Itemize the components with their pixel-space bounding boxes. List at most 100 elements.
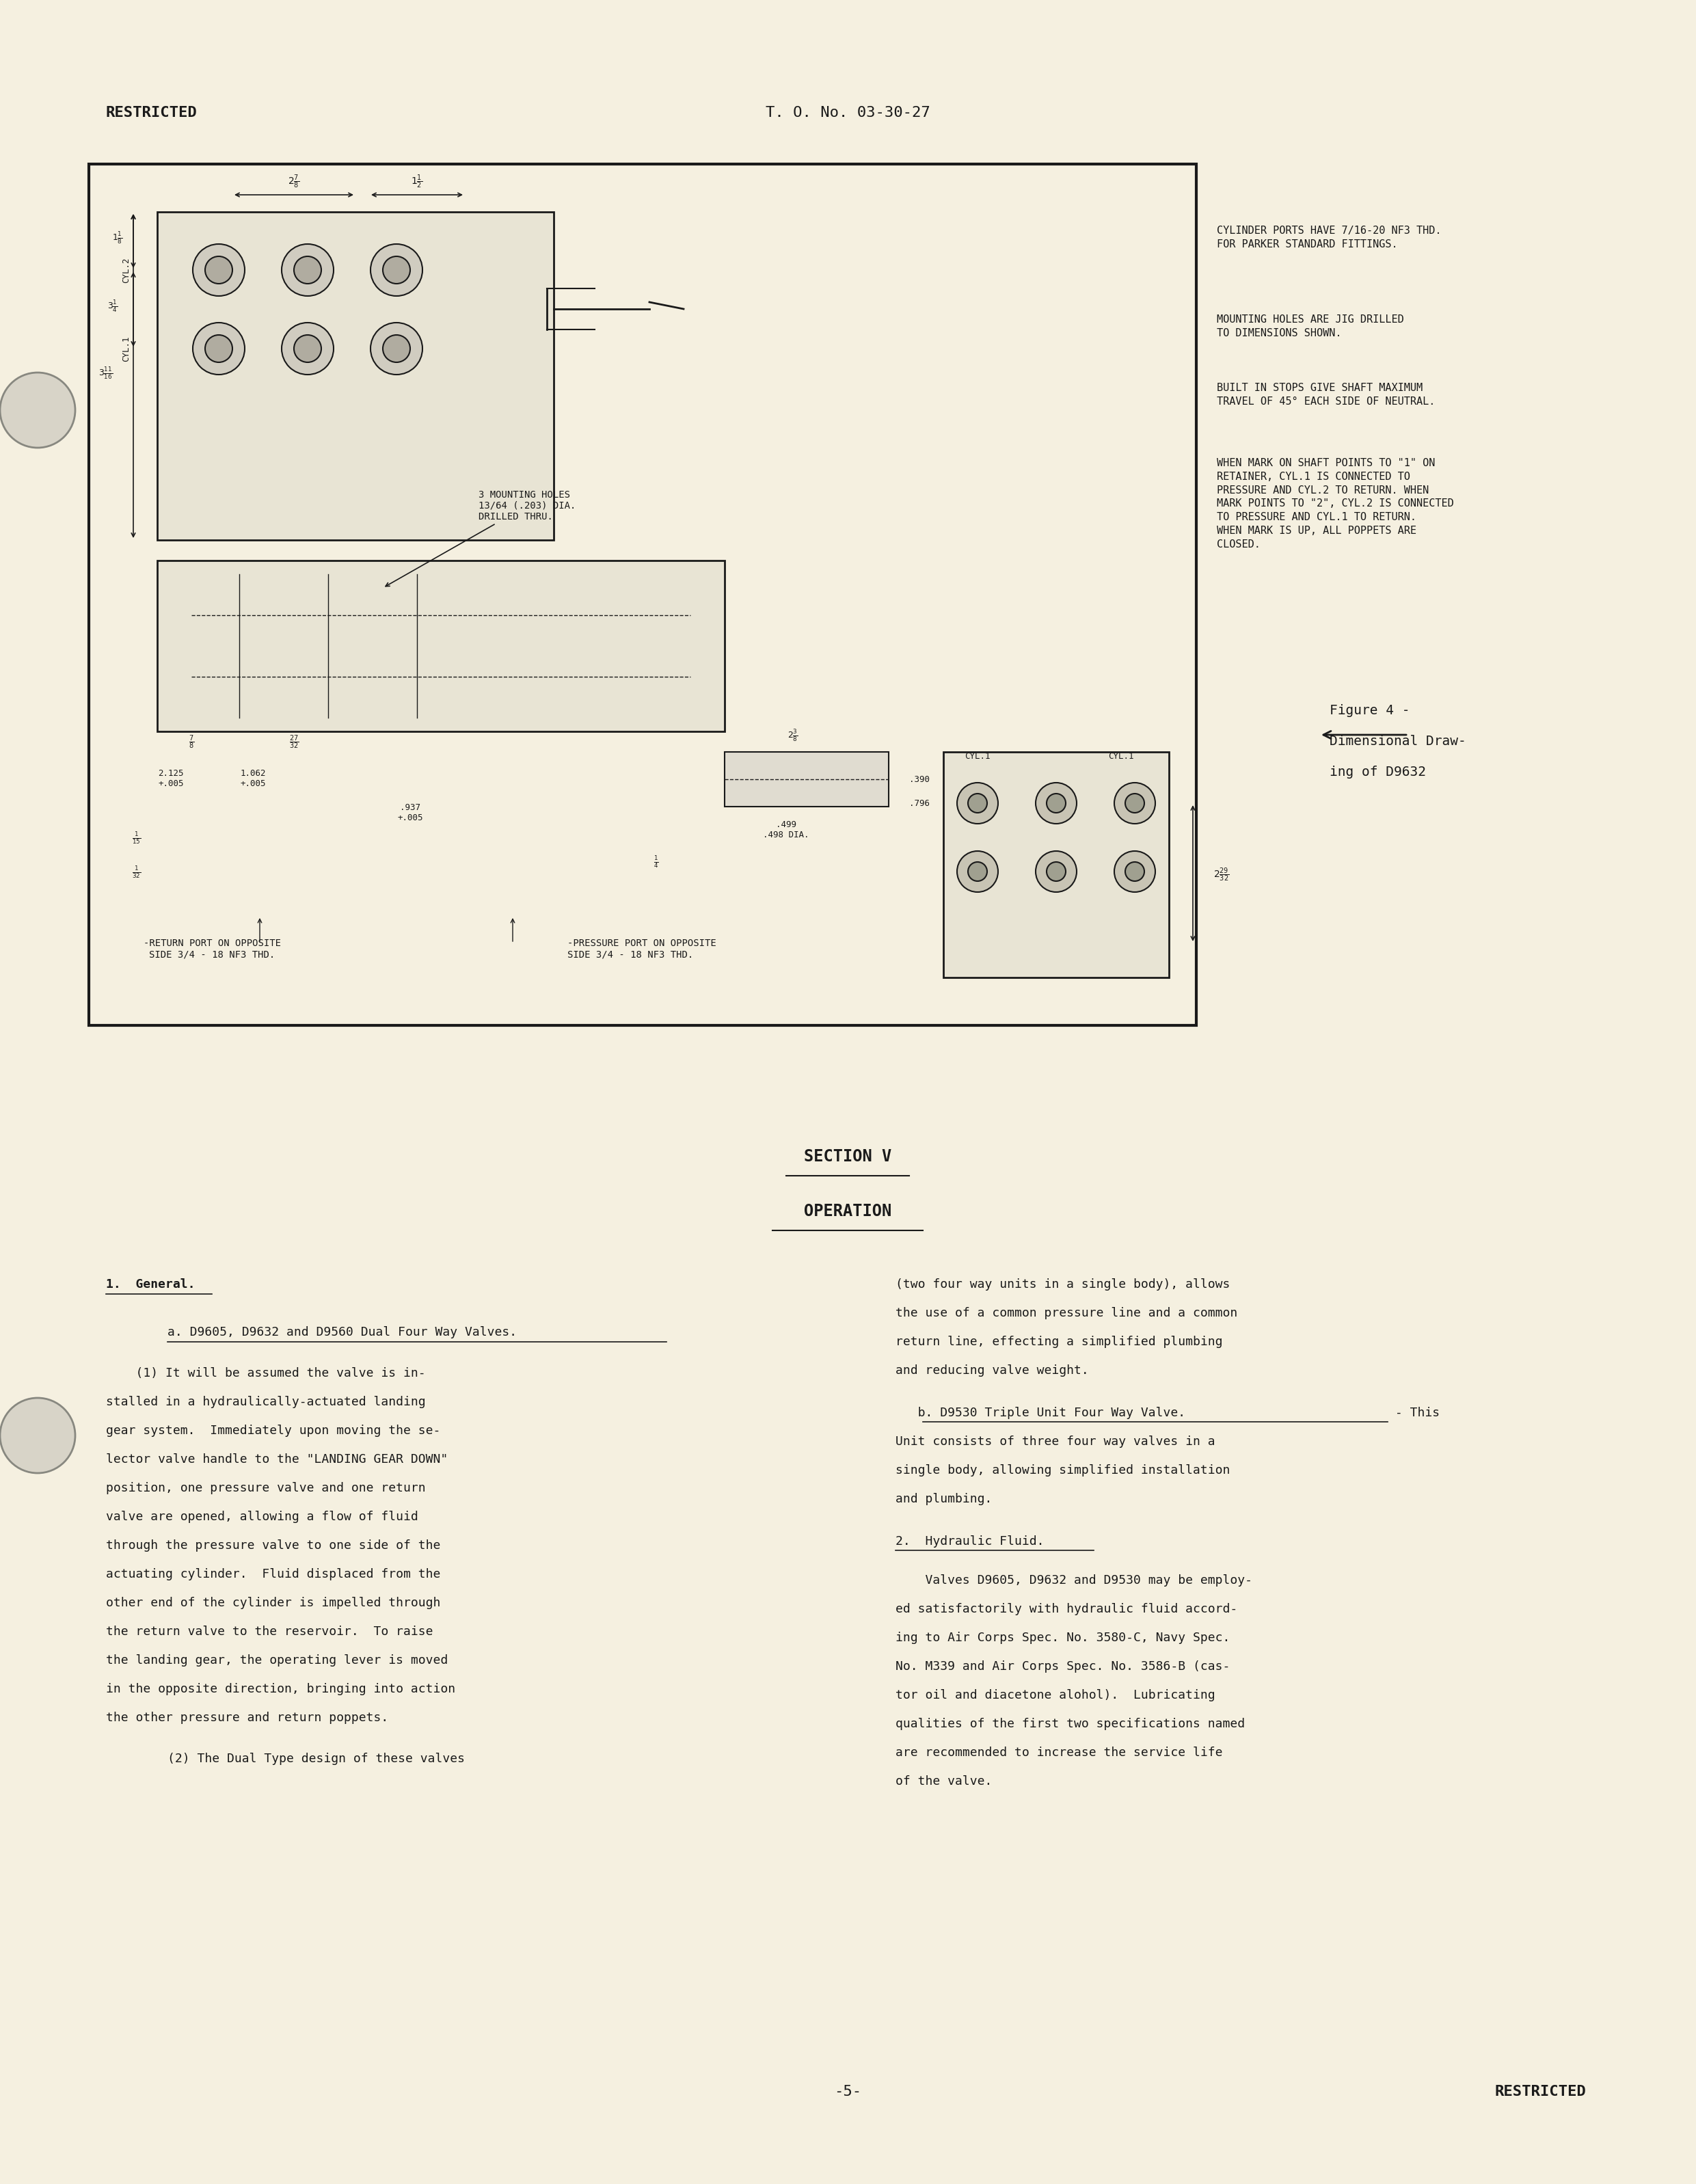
Text: valve are opened, allowing a flow of fluid: valve are opened, allowing a flow of flu… bbox=[105, 1511, 419, 1522]
Circle shape bbox=[282, 245, 334, 297]
Text: .390: .390 bbox=[909, 775, 929, 784]
Text: single body, allowing simplified installation: single body, allowing simplified install… bbox=[895, 1463, 1230, 1476]
Text: - This: - This bbox=[1387, 1406, 1440, 1420]
Bar bbox=[88, 164, 1196, 1024]
Text: T. O. No. 03-30-27: T. O. No. 03-30-27 bbox=[765, 107, 929, 120]
Text: -5-: -5- bbox=[834, 2086, 862, 2099]
Text: (two four way units in a single body), allows: (two four way units in a single body), a… bbox=[895, 1278, 1230, 1291]
Text: $\frac{7}{8}$: $\frac{7}{8}$ bbox=[188, 734, 195, 751]
Circle shape bbox=[193, 245, 244, 297]
Circle shape bbox=[1124, 793, 1145, 812]
Circle shape bbox=[293, 334, 321, 363]
Text: $\frac{1}{15}$: $\frac{1}{15}$ bbox=[132, 830, 141, 845]
Text: $\frac{27}{32}$: $\frac{27}{32}$ bbox=[288, 734, 298, 751]
Text: CYLINDER PORTS HAVE 7/16-20 NF3 THD.
FOR PARKER STANDARD FITTINGS.: CYLINDER PORTS HAVE 7/16-20 NF3 THD. FOR… bbox=[1216, 225, 1442, 249]
Text: $3\frac{11}{16}$: $3\frac{11}{16}$ bbox=[98, 367, 114, 380]
Text: Unit consists of three four way valves in a: Unit consists of three four way valves i… bbox=[895, 1435, 1214, 1448]
Text: $\frac{1}{4}$: $\frac{1}{4}$ bbox=[653, 854, 658, 869]
Text: qualities of the first two specifications named: qualities of the first two specification… bbox=[895, 1719, 1245, 1730]
Text: -PRESSURE PORT ON OPPOSITE
SIDE 3/4 - 18 NF3 THD.: -PRESSURE PORT ON OPPOSITE SIDE 3/4 - 18… bbox=[568, 939, 716, 959]
Text: the return valve to the reservoir.  To raise: the return valve to the reservoir. To ra… bbox=[105, 1625, 432, 1638]
Circle shape bbox=[383, 334, 410, 363]
Text: through the pressure valve to one side of the: through the pressure valve to one side o… bbox=[105, 1540, 441, 1551]
Circle shape bbox=[193, 323, 244, 376]
Text: RESTRICTED: RESTRICTED bbox=[1494, 2086, 1586, 2099]
Text: tor oil and diacetone alohol).  Lubricating: tor oil and diacetone alohol). Lubricati… bbox=[895, 1688, 1214, 1701]
Circle shape bbox=[968, 793, 987, 812]
Text: other end of the cylinder is impelled through: other end of the cylinder is impelled th… bbox=[105, 1597, 441, 1610]
Circle shape bbox=[205, 334, 232, 363]
Text: SECTION V: SECTION V bbox=[804, 1149, 892, 1164]
Text: return line, effecting a simplified plumbing: return line, effecting a simplified plum… bbox=[895, 1337, 1223, 1348]
Text: 3 MOUNTING HOLES
13/64 (.203) DIA.
DRILLED THRU.: 3 MOUNTING HOLES 13/64 (.203) DIA. DRILL… bbox=[385, 489, 577, 585]
Text: CYL.1: CYL.1 bbox=[122, 336, 131, 360]
Circle shape bbox=[1124, 863, 1145, 880]
Circle shape bbox=[205, 256, 232, 284]
Text: $1\frac{1}{2}$: $1\frac{1}{2}$ bbox=[410, 173, 422, 190]
Text: actuating cylinder.  Fluid displaced from the: actuating cylinder. Fluid displaced from… bbox=[105, 1568, 441, 1581]
Text: $\frac{1}{32}$: $\frac{1}{32}$ bbox=[132, 865, 141, 880]
Text: and reducing valve weight.: and reducing valve weight. bbox=[895, 1365, 1089, 1376]
Text: -RETURN PORT ON OPPOSITE
SIDE 3/4 - 18 NF3 THD.: -RETURN PORT ON OPPOSITE SIDE 3/4 - 18 N… bbox=[142, 939, 280, 959]
Circle shape bbox=[957, 782, 997, 823]
Text: .937
+.005: .937 +.005 bbox=[397, 804, 422, 823]
Circle shape bbox=[1114, 852, 1155, 891]
Circle shape bbox=[370, 323, 422, 376]
Circle shape bbox=[1046, 793, 1065, 812]
Circle shape bbox=[282, 323, 334, 376]
Text: No. M339 and Air Corps Spec. No. 3586-B (cas-: No. M339 and Air Corps Spec. No. 3586-B … bbox=[895, 1660, 1230, 1673]
Bar bbox=[943, 751, 1169, 978]
Text: $3\frac{1}{4}$: $3\frac{1}{4}$ bbox=[107, 299, 119, 314]
Text: the other pressure and return poppets.: the other pressure and return poppets. bbox=[105, 1712, 388, 1723]
Bar bbox=[158, 561, 724, 732]
Text: and plumbing.: and plumbing. bbox=[895, 1494, 992, 1505]
Text: Dimensional Draw-: Dimensional Draw- bbox=[1330, 734, 1465, 747]
Text: CYL.1: CYL.1 bbox=[965, 751, 990, 760]
Text: .796: .796 bbox=[909, 799, 929, 808]
Circle shape bbox=[968, 863, 987, 880]
Bar bbox=[724, 751, 889, 806]
Text: 1.062
+.005: 1.062 +.005 bbox=[241, 769, 266, 788]
Text: 2.125
+.005: 2.125 +.005 bbox=[158, 769, 183, 788]
Circle shape bbox=[1046, 863, 1065, 880]
Text: position, one pressure valve and one return: position, one pressure valve and one ret… bbox=[105, 1483, 426, 1494]
Circle shape bbox=[383, 256, 410, 284]
Circle shape bbox=[1036, 782, 1077, 823]
Text: ing to Air Corps Spec. No. 3580-C, Navy Spec.: ing to Air Corps Spec. No. 3580-C, Navy … bbox=[895, 1631, 1230, 1645]
Text: in the opposite direction, bringing into action: in the opposite direction, bringing into… bbox=[105, 1684, 455, 1695]
Text: 1.  General.: 1. General. bbox=[105, 1278, 195, 1291]
Circle shape bbox=[1114, 782, 1155, 823]
Text: a. D9605, D9632 and D9560 Dual Four Way Valves.: a. D9605, D9632 and D9560 Dual Four Way … bbox=[168, 1326, 517, 1339]
Text: WHEN MARK ON SHAFT POINTS TO "1" ON
RETAINER, CYL.1 IS CONNECTED TO
PRESSURE AND: WHEN MARK ON SHAFT POINTS TO "1" ON RETA… bbox=[1216, 459, 1453, 550]
Text: of the valve.: of the valve. bbox=[895, 1776, 992, 1787]
Text: $2\frac{3}{8}$: $2\frac{3}{8}$ bbox=[787, 727, 799, 743]
Bar bbox=[158, 212, 553, 539]
Text: BUILT IN STOPS GIVE SHAFT MAXIMUM
TRAVEL OF 45° EACH SIDE OF NEUTRAL.: BUILT IN STOPS GIVE SHAFT MAXIMUM TRAVEL… bbox=[1216, 382, 1435, 406]
Text: b. D9530 Triple Unit Four Way Valve.: b. D9530 Triple Unit Four Way Valve. bbox=[895, 1406, 1186, 1420]
Text: gear system.  Immediately upon moving the se-: gear system. Immediately upon moving the… bbox=[105, 1424, 441, 1437]
Circle shape bbox=[293, 256, 321, 284]
Text: CYL.1: CYL.1 bbox=[1107, 751, 1135, 760]
Text: $2\frac{7}{8}$: $2\frac{7}{8}$ bbox=[288, 173, 300, 190]
Circle shape bbox=[957, 852, 997, 891]
Text: RESTRICTED: RESTRICTED bbox=[105, 107, 197, 120]
Text: Figure 4 -: Figure 4 - bbox=[1330, 703, 1409, 716]
Text: ing of D9632: ing of D9632 bbox=[1330, 767, 1426, 778]
Text: CYL.2: CYL.2 bbox=[122, 258, 131, 282]
Text: OPERATION: OPERATION bbox=[804, 1203, 892, 1219]
Text: Valves D9605, D9632 and D9530 may be employ-: Valves D9605, D9632 and D9530 may be emp… bbox=[895, 1575, 1252, 1586]
Circle shape bbox=[1036, 852, 1077, 891]
Circle shape bbox=[370, 245, 422, 297]
Text: lector valve handle to the "LANDING GEAR DOWN": lector valve handle to the "LANDING GEAR… bbox=[105, 1452, 448, 1465]
Text: $2\frac{29}{32}$: $2\frac{29}{32}$ bbox=[1213, 867, 1230, 882]
Text: 2.  Hydraulic Fluid.: 2. Hydraulic Fluid. bbox=[895, 1535, 1045, 1548]
Text: $1\frac{1}{8}$: $1\frac{1}{8}$ bbox=[112, 232, 122, 245]
Text: (1) It will be assumed the valve is in-: (1) It will be assumed the valve is in- bbox=[105, 1367, 426, 1380]
Circle shape bbox=[0, 373, 75, 448]
Circle shape bbox=[0, 1398, 75, 1472]
Text: ed satisfactorily with hydraulic fluid accord-: ed satisfactorily with hydraulic fluid a… bbox=[895, 1603, 1238, 1616]
Text: (2) The Dual Type design of these valves: (2) The Dual Type design of these valves bbox=[168, 1754, 465, 1765]
Text: MOUNTING HOLES ARE JIG DRILLED
TO DIMENSIONS SHOWN.: MOUNTING HOLES ARE JIG DRILLED TO DIMENS… bbox=[1216, 314, 1404, 339]
Text: the use of a common pressure line and a common: the use of a common pressure line and a … bbox=[895, 1306, 1238, 1319]
Text: .499
.498 DIA.: .499 .498 DIA. bbox=[763, 821, 809, 839]
